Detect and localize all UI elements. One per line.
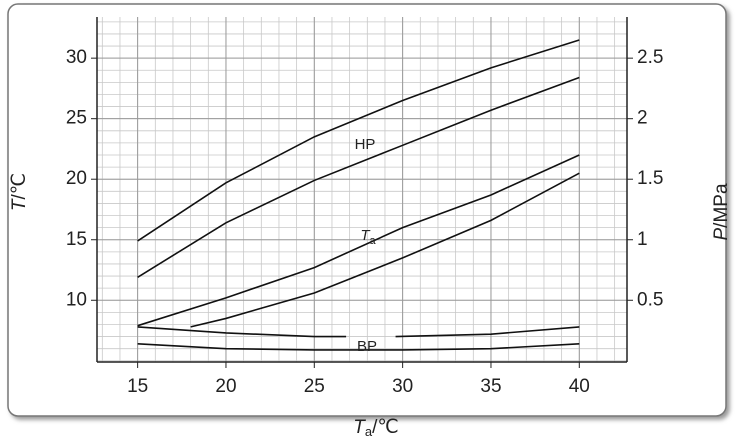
line: [137, 326, 347, 338]
y-title-rest: /℃: [9, 173, 30, 200]
y2-title-rest: /MPa: [711, 183, 732, 228]
annotation-sub: a: [370, 235, 377, 247]
annotation-main: BP: [357, 338, 377, 355]
annotation: HP: [355, 136, 376, 153]
x-tick-label: 30: [392, 376, 413, 397]
line: [137, 76, 580, 278]
line: [190, 172, 580, 328]
y2-title-main: P: [711, 228, 732, 241]
y2-tick-label: 0.5: [637, 289, 663, 310]
y2-tick-label: 2: [637, 108, 648, 129]
x-title-rest: /℃: [372, 417, 399, 438]
y-title-main: T: [9, 198, 30, 211]
grid: [97, 17, 627, 362]
x-axis-title: Ta/℃: [353, 417, 398, 439]
annotation-main: T: [360, 227, 371, 244]
y2-tick-label: 1.5: [637, 168, 663, 189]
x-tick-label: 20: [215, 376, 236, 397]
y2-tick-label: 2.5: [637, 47, 663, 68]
y-tick-label: 30: [66, 47, 87, 68]
line: [137, 39, 580, 242]
x-tick-label: 25: [304, 376, 325, 397]
x-title-sub: a: [365, 424, 373, 439]
line: [137, 343, 580, 351]
annotation-main: HP: [355, 136, 376, 153]
y-tick-label: 15: [66, 229, 87, 250]
annotation: BP: [357, 338, 377, 355]
y-tick-label: 20: [66, 168, 87, 189]
annotation: Ta: [360, 227, 376, 247]
line: [395, 326, 580, 338]
x-tick-label: 35: [480, 376, 501, 397]
x-title-main: T: [353, 417, 366, 438]
line: [137, 154, 580, 327]
y-tick-label: 10: [66, 289, 87, 310]
y2-tick-label: 1: [637, 229, 648, 250]
x-tick-label: 15: [127, 376, 148, 397]
y2-axis-title: P/MPa: [711, 183, 732, 240]
y-axis-title: T/℃: [9, 173, 30, 211]
y-tick-label: 25: [66, 108, 87, 129]
x-tick-label: 40: [569, 376, 590, 397]
